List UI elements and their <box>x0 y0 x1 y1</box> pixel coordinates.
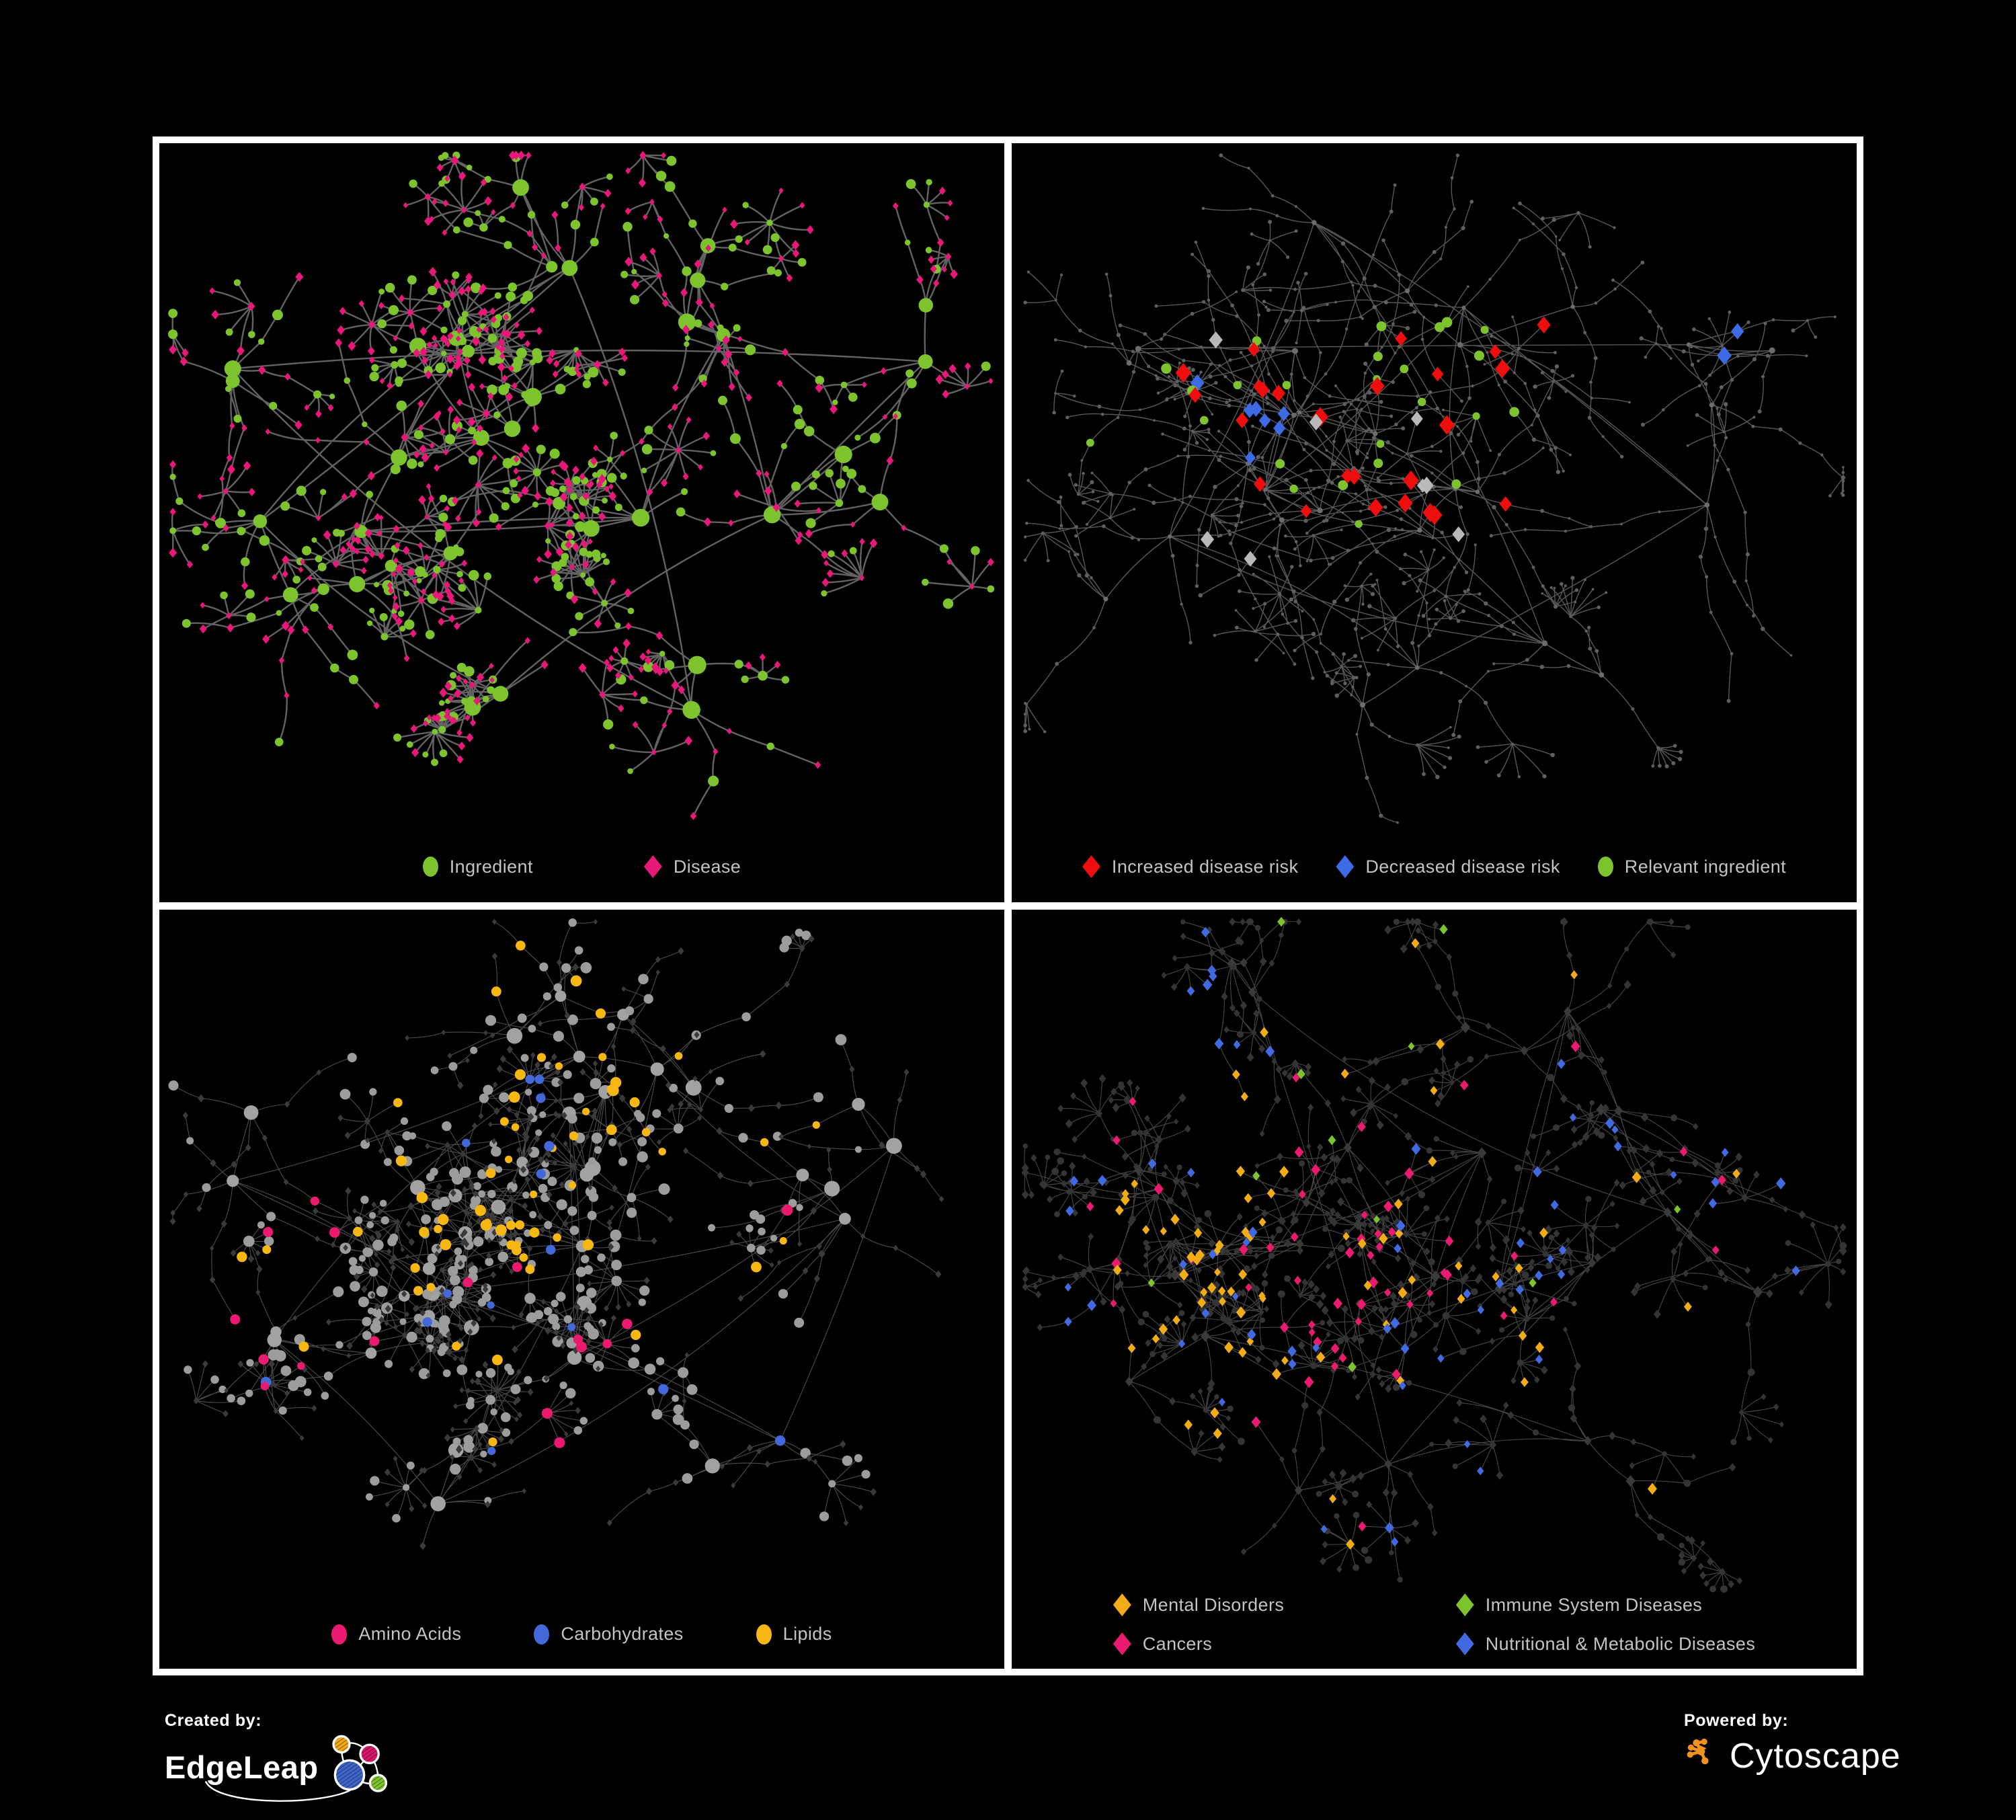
network-graph-nutrient-classes <box>168 918 944 1550</box>
legend-ingredient-disease: Ingredient Disease <box>159 855 1004 878</box>
legend-item-mental-disorders: Mental Disorders <box>1113 1593 1429 1616</box>
amino-acids-marker-icon <box>331 1624 348 1645</box>
legend-label: Nutritional & Metabolic Diseases <box>1485 1633 1756 1654</box>
edgeleap-credit: Created by: EdgeLeap <box>165 1711 387 1802</box>
legend-label: Cancers <box>1142 1633 1213 1654</box>
network-graph-ingredient-disease <box>168 151 995 820</box>
cancers-marker-icon <box>1113 1632 1131 1655</box>
legend-label: Increased disease risk <box>1111 856 1299 877</box>
panel-disease-classes: Mental Disorders Immune System Diseases … <box>1012 910 1857 1669</box>
cytoscape-logo-icon <box>1687 1738 1709 1765</box>
legend-label: Lipids <box>782 1624 832 1644</box>
panel-nutrient-classes: Amino Acids Carbohydrates Lipids <box>159 910 1004 1669</box>
carbohydrates-marker-icon <box>534 1624 550 1645</box>
legend-item-decreased-risk: Decreased disease risk <box>1336 855 1560 878</box>
legend-item-cancers: Cancers <box>1113 1632 1429 1655</box>
decreased-risk-marker-icon <box>1336 855 1355 878</box>
legend-nutrient-classes: Amino Acids Carbohydrates Lipids <box>159 1624 1004 1645</box>
legend-item-disease: Disease <box>643 855 741 878</box>
disease-marker-icon <box>643 855 662 878</box>
edgeleap-logo: EdgeLeap <box>165 1733 387 1802</box>
cytoscape-credit: Powered by: <box>1684 1711 1901 1776</box>
nutritional-metabolic-marker-icon <box>1455 1632 1474 1655</box>
mental-disorders-marker-icon <box>1113 1593 1131 1616</box>
cytoscape-logo: Cytoscape <box>1684 1736 1901 1776</box>
legend-label: Disease <box>673 856 741 877</box>
network-graph-disease-risk <box>1023 153 1846 824</box>
legend-label: Ingredient <box>449 856 533 877</box>
immune-diseases-marker-icon <box>1455 1593 1474 1616</box>
legend-label: Carbohydrates <box>561 1624 684 1644</box>
legend-item-amino-acids: Amino Acids <box>331 1624 461 1645</box>
panel-ingredient-disease: Ingredient Disease <box>159 143 1004 902</box>
legend-label: Amino Acids <box>358 1624 462 1644</box>
relevant-ingredient-marker-icon <box>1597 857 1613 877</box>
ingredient-marker-icon <box>422 857 438 877</box>
edgeleap-logo-icon <box>204 1735 387 1802</box>
created-by-label: Created by: <box>165 1711 262 1730</box>
network-graph-disease-classes <box>1021 916 1847 1593</box>
legend-label: Mental Disorders <box>1142 1594 1285 1615</box>
powered-by-label: Powered by: <box>1684 1711 1789 1730</box>
legend-label: Immune System Diseases <box>1485 1594 1703 1615</box>
legend-disease-classes: Mental Disorders Immune System Diseases … <box>1113 1593 1755 1655</box>
panel-grid-frame: Ingredient Disease Increased disease ris… <box>153 136 1863 1675</box>
increased-risk-marker-icon <box>1082 855 1100 878</box>
cytoscape-logo-text: Cytoscape <box>1730 1737 1901 1776</box>
legend-disease-risk: Increased disease risk Decreased disease… <box>1012 855 1857 878</box>
legend-item-immune-diseases: Immune System Diseases <box>1455 1593 1755 1616</box>
legend-item-carbohydrates: Carbohydrates <box>534 1624 683 1645</box>
legend-label: Decreased disease risk <box>1365 856 1560 877</box>
lipids-marker-icon <box>756 1624 772 1645</box>
legend-item-nutritional-metabolic: Nutritional & Metabolic Diseases <box>1455 1632 1756 1655</box>
panel-disease-risk: Increased disease risk Decreased disease… <box>1012 143 1857 902</box>
legend-item-lipids: Lipids <box>756 1624 832 1645</box>
edgeleap-logo-text: EdgeLeap <box>165 1749 319 1785</box>
legend-item-relevant-ingredient: Relevant ingredient <box>1597 856 1787 877</box>
legend-item-increased-risk: Increased disease risk <box>1082 855 1298 878</box>
legend-label: Relevant ingredient <box>1624 856 1787 877</box>
legend-item-ingredient: Ingredient <box>422 856 533 877</box>
